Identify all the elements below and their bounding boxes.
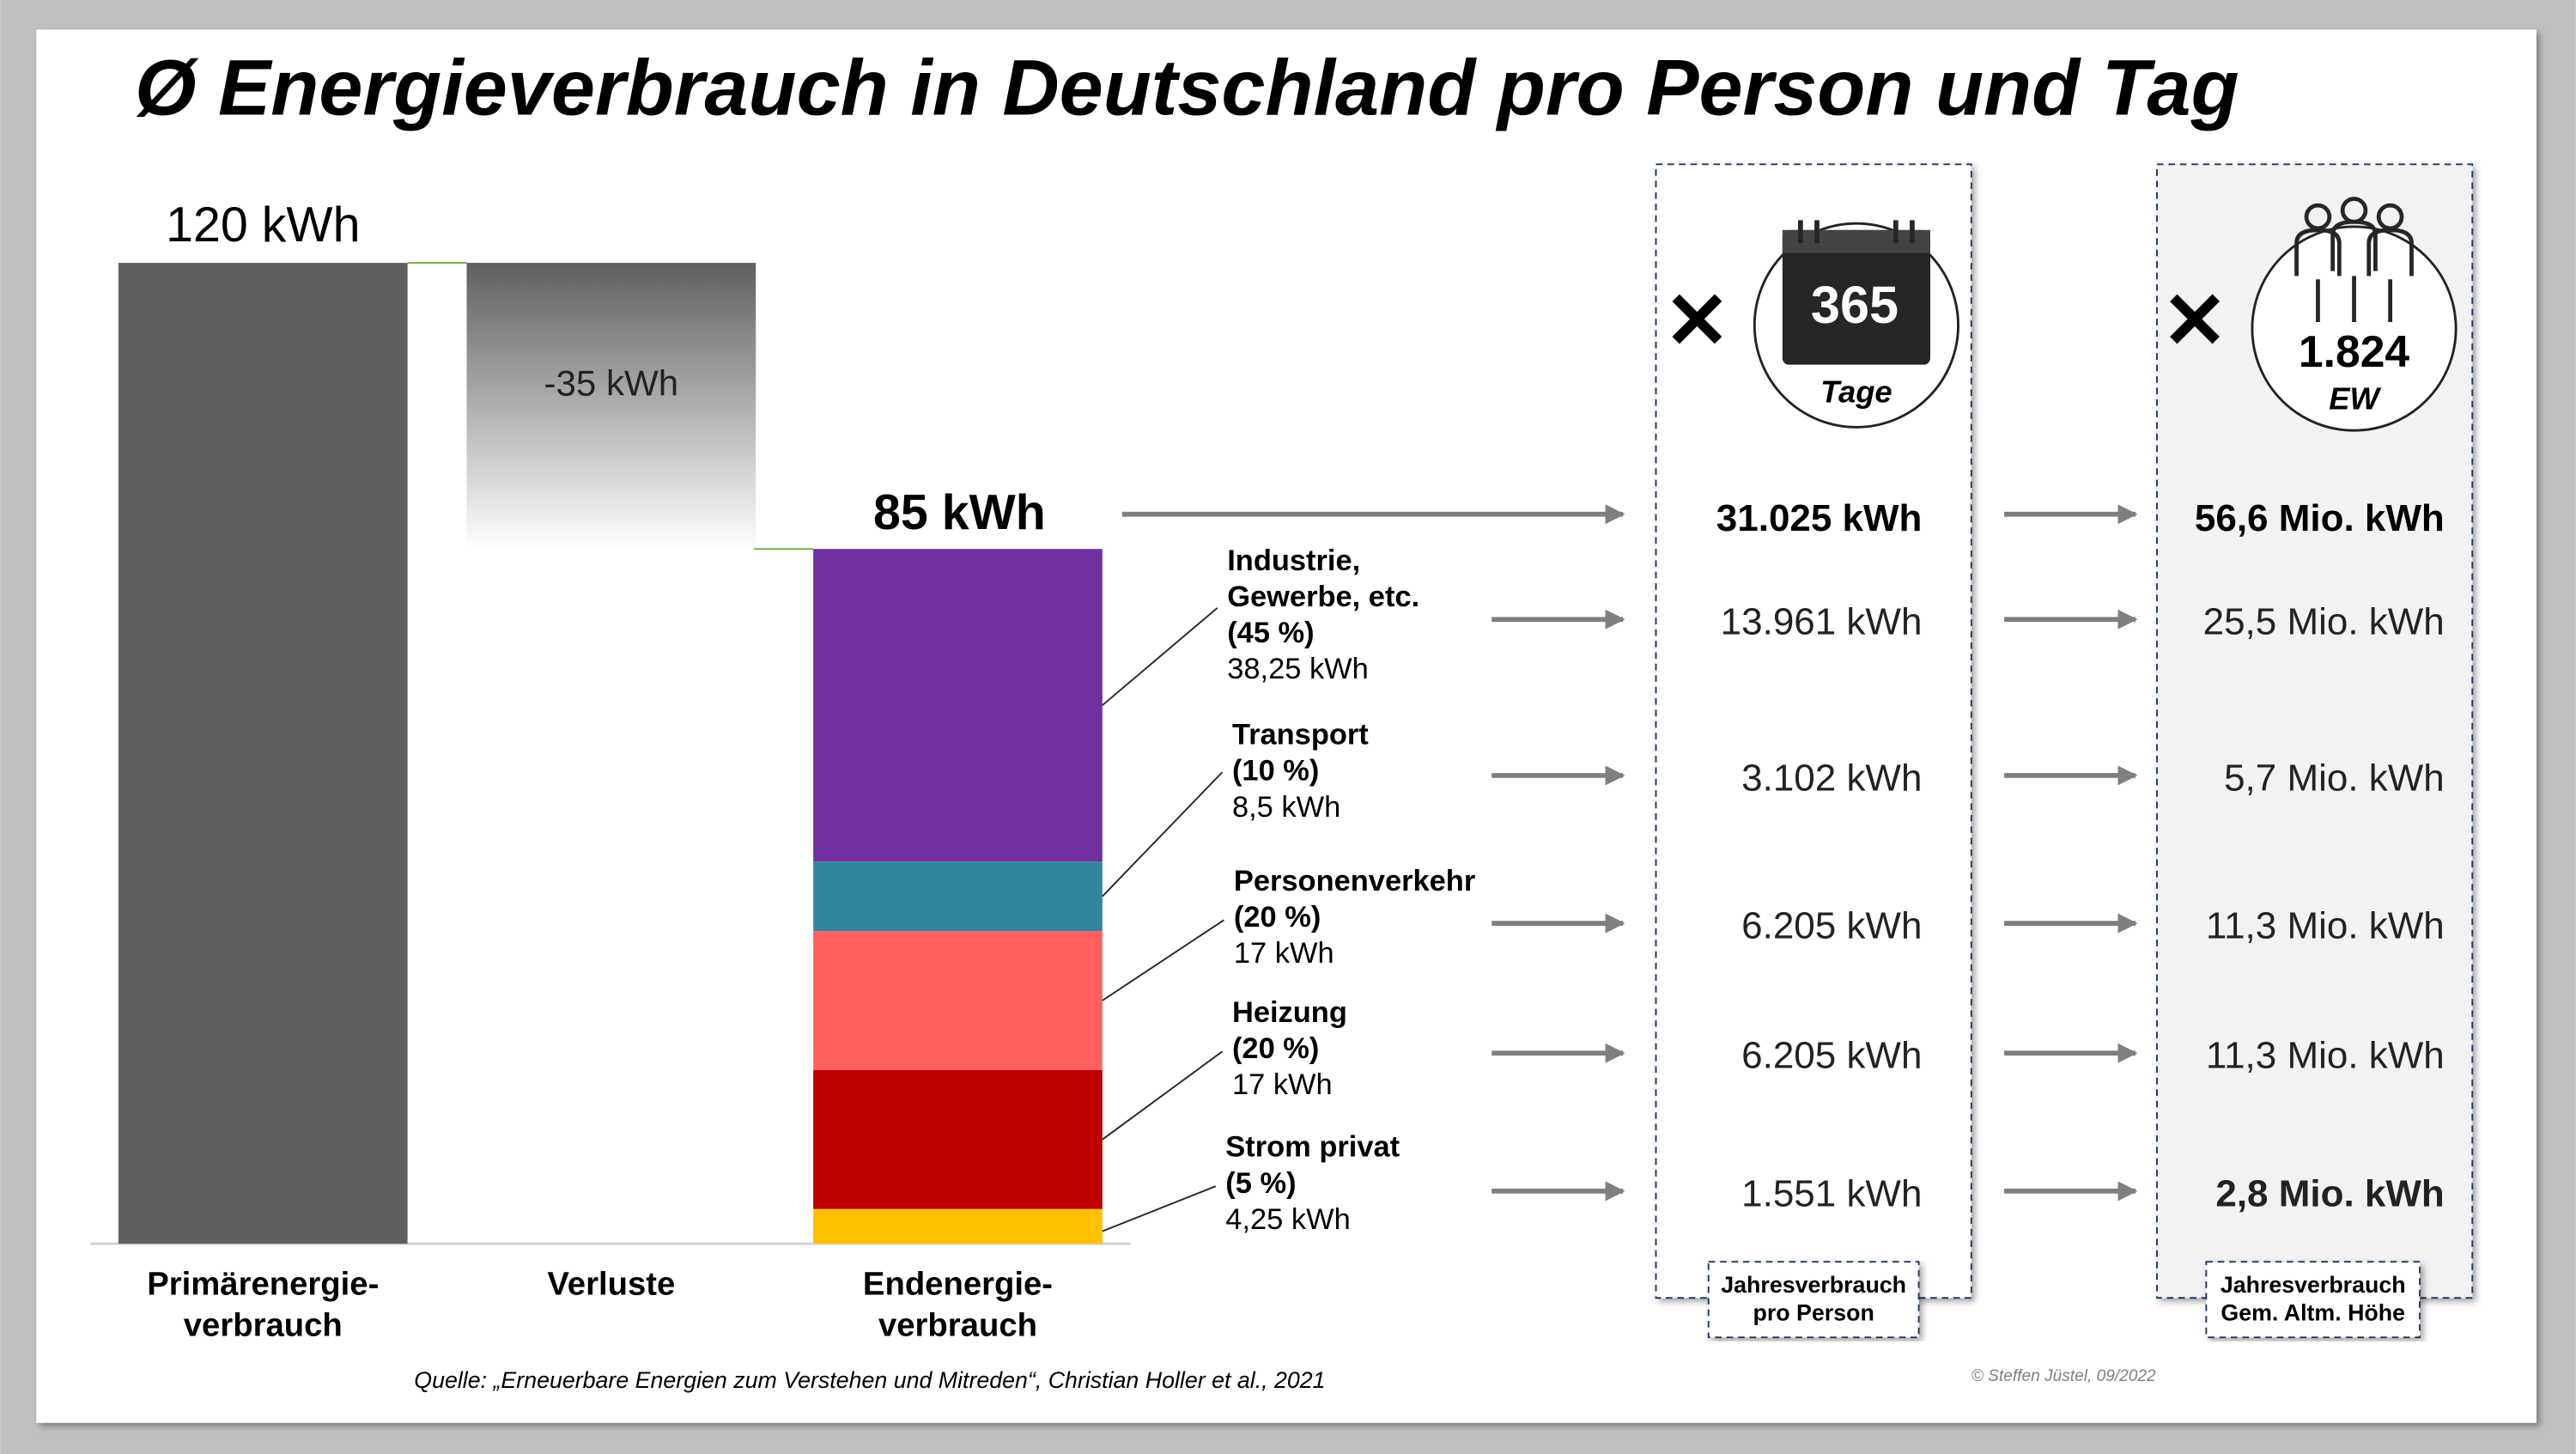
- x-tick-label: Endenergie- verbrauch: [781, 1265, 1135, 1348]
- leader-line: [1102, 1050, 1224, 1141]
- caption-box: [1707, 1261, 1920, 1339]
- segment-label-line: (45 %): [1227, 616, 1315, 649]
- row-value: 11,3 Mio. kWh: [2206, 1035, 2445, 1077]
- row-value: 5,7 Mio. kWh: [2224, 757, 2445, 799]
- row-value: 2,8 Mio. kWh: [2215, 1172, 2444, 1214]
- calendar-rings: [1797, 220, 1915, 244]
- caption: Gem. Altm. Höhe: [2221, 1299, 2405, 1325]
- row-value: 1.551 kWh: [1741, 1172, 1922, 1214]
- segment-label-box: Strom privat(5 %)4,25 kWh: [1225, 1129, 1455, 1237]
- row-value: 3.102 kWh: [1741, 757, 1922, 799]
- chart-title: Ø Energieverbrauch in Deutschland pro Pe…: [135, 44, 2239, 131]
- leader-line: [1102, 607, 1218, 706]
- segment-label-box: Industrie, Gewerbe, etc.(45 %)38,25 kWh: [1227, 542, 1457, 686]
- bar: [466, 263, 756, 550]
- x-tick-label-box: Endenergie- verbrauch: [781, 1265, 1135, 1348]
- caption: Jahresverbrauch: [1721, 1272, 1906, 1298]
- caption: pro Person: [1753, 1299, 1874, 1325]
- segment-label-line: Industrie, Gewerbe, etc.: [1227, 544, 1420, 613]
- segment-label: Industrie, Gewerbe, etc. (45 %) 38,25 kWh: [1227, 542, 1457, 686]
- segment-label-line: 17 kWh: [1231, 1068, 1333, 1101]
- segment-label-line: 38,25 kWh: [1227, 652, 1369, 685]
- segment-label-line: (10 %): [1231, 754, 1320, 788]
- multiplier-unit: Tage: [1820, 374, 1892, 410]
- segment-label-box: Personenverkehr(20 %)17 kWh: [1233, 862, 1476, 970]
- row-value: 6.205 kWh: [1741, 904, 1922, 946]
- segment-label-box: Transport(10 %)8,5 kWh: [1232, 716, 1462, 824]
- segment-label-line: 4,25 kWh: [1225, 1202, 1351, 1236]
- value-label: 120 kWh: [166, 198, 360, 252]
- segment: [813, 549, 1103, 862]
- segment-label: Transport (10 %) 8,5 kWh: [1232, 716, 1462, 824]
- x-tick-label: Primärenergie- verbrauch: [86, 1265, 440, 1348]
- segment: [813, 1069, 1103, 1209]
- caption: Jahresverbrauch: [2221, 1272, 2406, 1298]
- times-sign: ✕: [2162, 277, 2228, 365]
- row-value: 25,5 Mio. kWh: [2203, 601, 2445, 643]
- x-tick-label-line: Endenergie- verbrauch: [862, 1266, 1054, 1344]
- value-label: 85 kWh: [873, 485, 1046, 540]
- segment-label: Personenverkehr (20 %) 17 kWh: [1233, 862, 1476, 970]
- leader-line: [1102, 771, 1224, 897]
- segment: [813, 931, 1103, 1070]
- multiplier-days: 365: [1811, 276, 1899, 334]
- segment-label-line: (5 %): [1225, 1166, 1297, 1200]
- segment-label-line: (20 %): [1233, 900, 1321, 934]
- people-icon: [2294, 197, 2414, 322]
- segment-label: Strom privat (5 %) 4,25 kWh: [1225, 1129, 1455, 1237]
- segment-label-line: 8,5 kWh: [1231, 790, 1341, 824]
- row-value: 6.205 kWh: [1741, 1035, 1922, 1077]
- multiplier-population: 1.824: [2299, 326, 2410, 376]
- row-value: 11,3 Mio. kWh: [2206, 904, 2445, 946]
- leader-line: [1102, 1185, 1217, 1232]
- calendar-top: [1782, 229, 1930, 253]
- caption-box: [2205, 1261, 2421, 1339]
- leader-line: [1102, 919, 1224, 1001]
- calendar-icon: [1782, 229, 1930, 365]
- segment-label-line: Personenverkehr: [1233, 864, 1476, 897]
- row-value: 13.961 kWh: [1721, 601, 1923, 643]
- x-tick-label-box: Verluste: [434, 1265, 788, 1306]
- value-label: -35 kWh: [544, 363, 679, 404]
- segment-label-line: 17 kWh: [1233, 936, 1334, 970]
- x-tick-label-line: Verluste: [547, 1266, 676, 1304]
- segment-label: Heizung (20 %) 17 kWh: [1232, 994, 1462, 1102]
- bar: [118, 263, 408, 1244]
- total: 56,6 Mio. kWh: [2195, 497, 2445, 539]
- segment-label-line: (20 %): [1231, 1031, 1320, 1065]
- multiplier-unit: EW: [2329, 380, 2381, 416]
- total: 31.025 kWh: [1716, 497, 1923, 539]
- segment-label-line: Strom privat: [1225, 1130, 1400, 1164]
- copyright: © Steffen Jüstel, 09/2022: [1971, 1367, 2156, 1385]
- segment-label-line: Heizung: [1231, 995, 1347, 1029]
- times-sign: ✕: [1664, 277, 1730, 365]
- segment-label-line: Transport: [1231, 717, 1369, 751]
- segment: [813, 1208, 1103, 1244]
- x-tick-label: Verluste: [434, 1265, 788, 1306]
- segment-label-box: Heizung(20 %)17 kWh: [1232, 994, 1462, 1102]
- source: Quelle: „Erneuerbare Energien zum Verste…: [414, 1367, 1325, 1393]
- x-tick-label-line: Primärenergie- verbrauch: [147, 1266, 380, 1344]
- icon-circle: [2251, 225, 2458, 432]
- x-tick-label-box: Primärenergie- verbrauch: [86, 1265, 440, 1348]
- segment: [813, 861, 1103, 932]
